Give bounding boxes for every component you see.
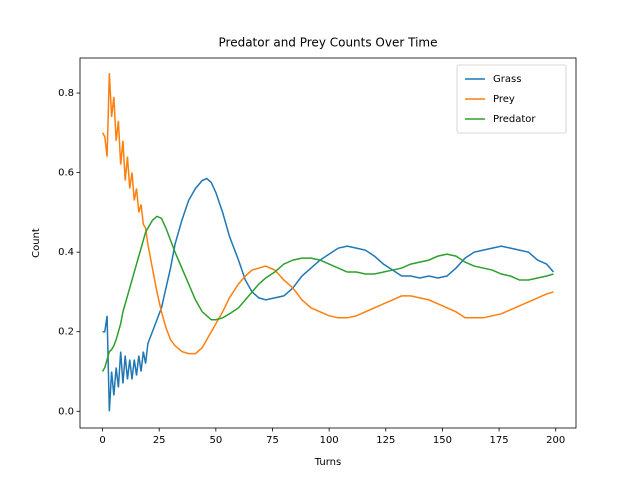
y-tick-label: 0.6	[58, 168, 74, 179]
legend-label: Grass	[493, 74, 521, 85]
y-tick-label: 0.0	[58, 406, 74, 417]
x-tick-label: 175	[490, 435, 509, 446]
x-tick-label: 0	[99, 435, 105, 446]
x-tick-label: 100	[320, 435, 339, 446]
y-axis-label: Count	[31, 228, 42, 258]
y-tick-label: 0.2	[58, 327, 74, 338]
line-series	[102, 177, 555, 412]
legend-label: Prey	[493, 94, 515, 105]
line-series	[101, 215, 554, 372]
x-tick-label: 75	[266, 435, 279, 446]
y-tick-label: 0.4	[58, 247, 74, 258]
x-tick-label: 50	[209, 435, 222, 446]
x-tick-label: 125	[376, 435, 395, 446]
x-axis-label: Turns	[314, 457, 341, 468]
plot-frame	[79, 57, 577, 429]
x-tick-label: 25	[153, 435, 166, 446]
chart-title: Predator and Prey Counts Over Time	[219, 36, 438, 50]
x-tick-label: 200	[546, 435, 565, 446]
x-tick-label: 150	[433, 435, 452, 446]
legend-box	[456, 64, 567, 134]
legend-label: Predator	[493, 114, 536, 125]
y-tick-label: 0.8	[58, 88, 74, 99]
line-series	[101, 73, 554, 355]
